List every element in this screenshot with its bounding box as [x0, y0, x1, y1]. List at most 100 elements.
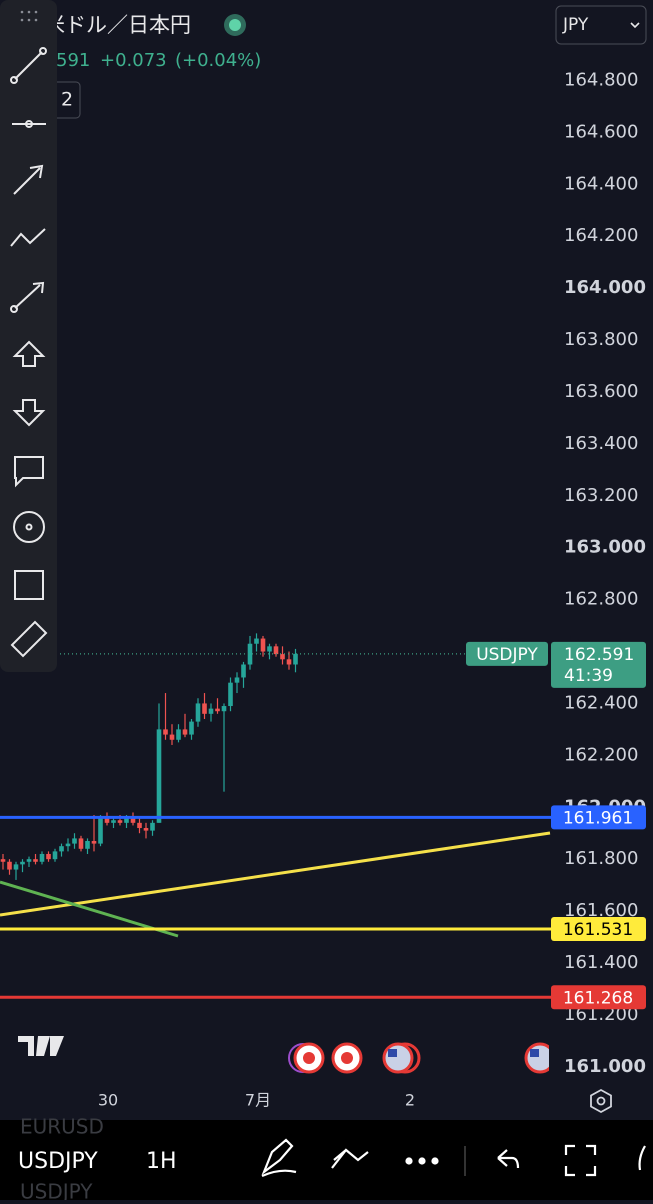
- price: 591: [56, 50, 90, 71]
- candle-body: [20, 861, 25, 865]
- candle-body: [65, 843, 71, 847]
- candle-body: [254, 638, 259, 644]
- candle-body: [202, 703, 207, 714]
- candle-body: [195, 703, 201, 722]
- y-tick-label: 163.200: [564, 485, 638, 506]
- change: +0.073: [100, 50, 167, 71]
- tool-arrow-down[interactable]: [12, 399, 46, 427]
- candle-body: [7, 861, 12, 870]
- level-label: 161.531: [563, 920, 633, 940]
- tool-rotated-rect[interactable]: [10, 620, 48, 658]
- status-dot: [229, 19, 241, 31]
- candle-body: [39, 853, 45, 862]
- y-tick-label: 163.400: [564, 433, 638, 454]
- prev-symbol[interactable]: EURUSD: [20, 1115, 104, 1139]
- tool-arrow-line[interactable]: [10, 281, 45, 313]
- currency[interactable]: JPY: [562, 15, 589, 35]
- tool-arrow-up[interactable]: [12, 340, 46, 367]
- candle-body: [59, 846, 64, 852]
- level-label: 161.268: [563, 988, 633, 1008]
- y-tick-label: 164.600: [564, 121, 638, 142]
- countdown: 41:39: [564, 666, 613, 686]
- tool-horizontal[interactable]: [12, 120, 46, 128]
- trend-line[interactable]: [0, 831, 551, 917]
- event-icons[interactable]: [288, 1040, 559, 1076]
- candle-body: [117, 820, 123, 823]
- candle-body: [228, 682, 233, 707]
- candle-body: [215, 708, 220, 712]
- tool-rectangle[interactable]: [14, 570, 44, 600]
- candle-body: [208, 708, 214, 714]
- y-tick-label: 161.000: [564, 1056, 646, 1077]
- y-tick-label: 162.400: [564, 692, 638, 713]
- trend-line[interactable]: [0, 880, 179, 938]
- candle-body: [221, 706, 227, 712]
- y-tick-label: 161.400: [564, 952, 638, 973]
- time-axis: 30 7月 2: [98, 1091, 415, 1110]
- tool-arrow[interactable]: [13, 164, 44, 195]
- candle-body: [241, 664, 246, 678]
- candle-body: [98, 817, 103, 844]
- logo: [18, 1036, 64, 1056]
- next-symbol[interactable]: USDJPY: [20, 1180, 93, 1204]
- y-tick-label: 161.800: [564, 848, 638, 869]
- y-tick-label: 161.600: [564, 900, 638, 921]
- toolbar-icons[interactable]: [261, 1138, 646, 1178]
- candle-body: [85, 841, 90, 849]
- change-pct: (+0.04%): [175, 50, 261, 71]
- candle-body: [26, 859, 32, 862]
- candle-body: [169, 734, 175, 740]
- candle-body: [124, 817, 129, 823]
- tool-callout[interactable]: [14, 456, 44, 488]
- candle-body: [33, 859, 38, 862]
- candle-body: [273, 646, 279, 655]
- candle-body: [163, 729, 168, 735]
- tool-circle[interactable]: [13, 511, 45, 543]
- y-tick-label: 164.000: [564, 277, 646, 298]
- candle-body: [104, 817, 110, 823]
- x-tick-label: 30: [98, 1091, 118, 1110]
- price-label-box: [551, 641, 646, 688]
- tool-line[interactable]: [10, 47, 47, 84]
- settings-icon: [596, 1096, 606, 1106]
- dropdown-caret: [630, 22, 640, 29]
- price-label: 162.591: [564, 645, 634, 665]
- y-tick-label: 164.800: [564, 69, 638, 90]
- candle-body: [176, 729, 181, 740]
- bottom-bar: [0, 1120, 653, 1200]
- candle-body: [13, 864, 19, 870]
- candle-body: [130, 817, 136, 823]
- candle-body: [189, 721, 194, 735]
- y-tick-label: 163.800: [564, 329, 638, 350]
- level-label-box: [551, 985, 646, 1010]
- tool-path[interactable]: [10, 228, 46, 247]
- candle-body: [150, 822, 155, 831]
- candle-body: [0, 859, 6, 862]
- candle-body: [267, 646, 272, 652]
- candle-body: [247, 643, 253, 665]
- candle-body: [78, 838, 84, 849]
- candle-body: [280, 654, 285, 660]
- badge[interactable]: 2: [61, 89, 73, 111]
- candle-body: [46, 853, 51, 860]
- y-tick-label: 163.600: [564, 381, 638, 402]
- interval[interactable]: 1H: [146, 1149, 177, 1174]
- candle-body: [286, 659, 292, 665]
- currency-select[interactable]: [555, 5, 647, 45]
- level-label: 161.961: [563, 808, 633, 828]
- y-tick-label: 163.000: [564, 537, 646, 558]
- candle-body: [156, 729, 162, 823]
- settings-icon[interactable]: [590, 1088, 612, 1114]
- symbol-label: USDJPY: [476, 645, 538, 665]
- level-label-box: [551, 805, 646, 830]
- level-label-box: [551, 916, 646, 941]
- drawing-toolbar: [0, 0, 57, 672]
- candle-body: [293, 653, 298, 665]
- symbol-label-box: [466, 641, 548, 666]
- symbol[interactable]: USDJPY: [18, 1149, 98, 1174]
- y-tick-label: 164.400: [564, 173, 638, 194]
